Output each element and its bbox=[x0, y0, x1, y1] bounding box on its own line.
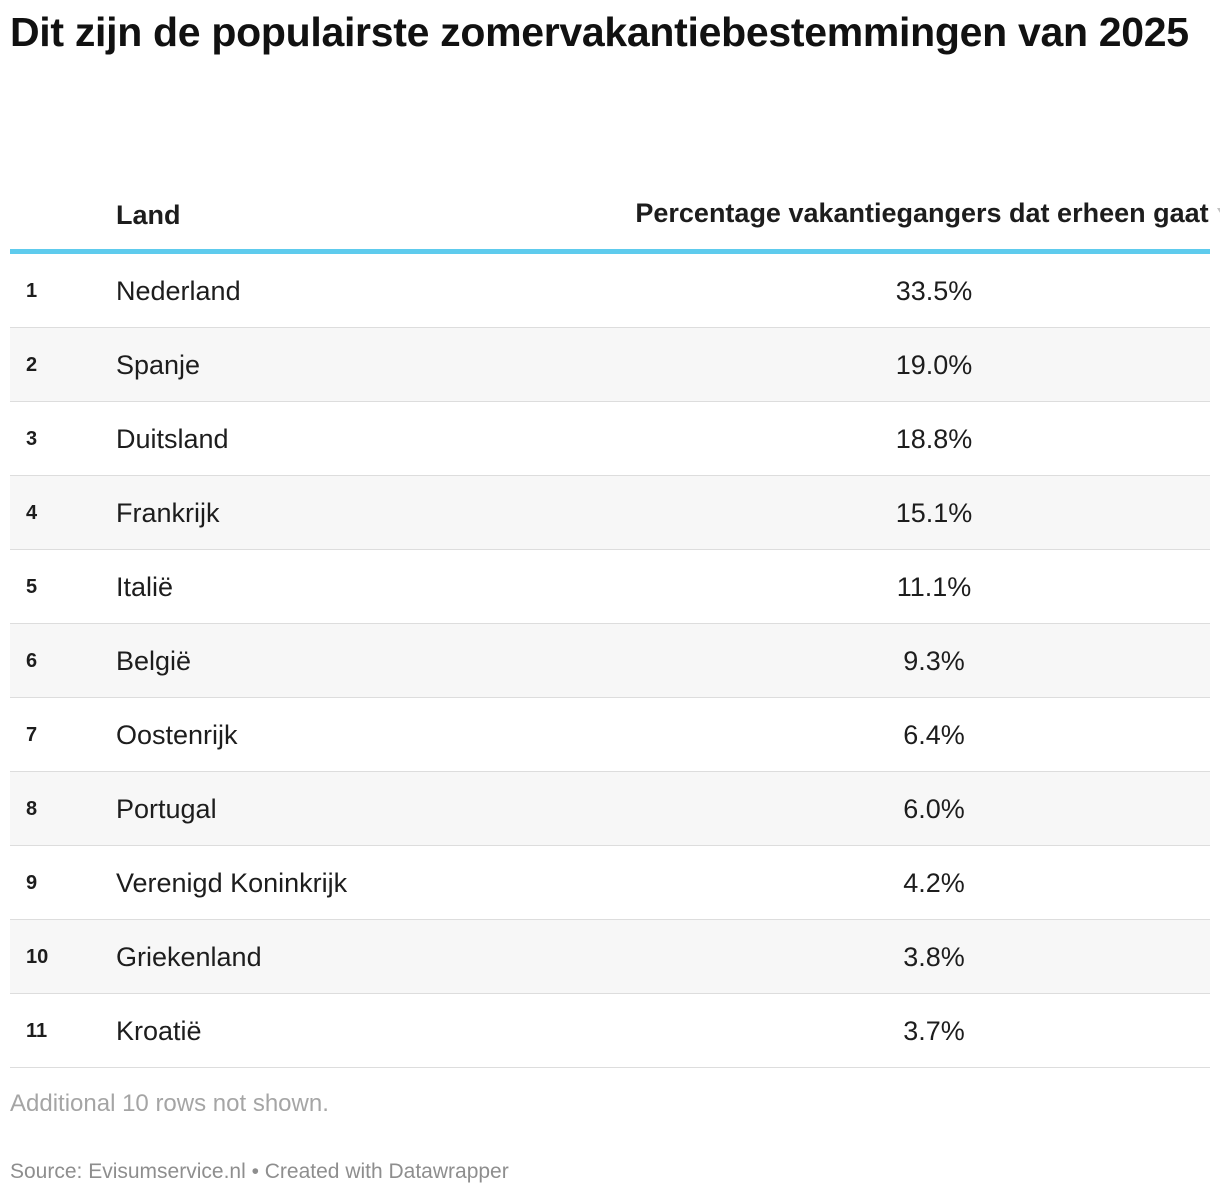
country-cell: Verenigd Koninkrijk bbox=[116, 868, 348, 898]
rank-cell: 2 bbox=[26, 354, 38, 376]
percentage-cell: 3.7% bbox=[903, 1016, 965, 1046]
country-cell: Kroatië bbox=[116, 1016, 202, 1046]
table-row: 2 Spanje 19.0% bbox=[10, 328, 1210, 402]
percentage-cell: 6.0% bbox=[903, 794, 965, 824]
table-row: 8 Portugal 6.0% bbox=[10, 772, 1210, 846]
rank-cell: 9 bbox=[26, 872, 38, 894]
rank-cell: 10 bbox=[26, 946, 49, 968]
table-row: 5 Italië 11.1% bbox=[10, 550, 1210, 624]
country-cell: België bbox=[116, 646, 192, 676]
percentage-cell: 9.3% bbox=[903, 646, 965, 676]
table-row: 9 Verenigd Koninkrijk 4.2% bbox=[10, 846, 1210, 920]
rank-cell: 1 bbox=[26, 280, 38, 302]
percentage-cell: 18.8% bbox=[895, 424, 973, 454]
table-row: 3 Duitsland 18.8% bbox=[10, 402, 1210, 476]
table-row: 10 Griekenland 3.8% bbox=[10, 920, 1210, 994]
data-table: Land Percentage vakantiegangers dat erhe… bbox=[10, 160, 1220, 1068]
country-cell: Nederland bbox=[116, 276, 241, 306]
rank-cell: 3 bbox=[26, 428, 38, 450]
rank-cell: 11 bbox=[26, 1020, 48, 1042]
table-row: 6 België 9.3% bbox=[10, 624, 1210, 698]
table-body: 1 Nederland 33.5% 2 Spanje 19.0% 3 Duitsland 18.… bbox=[10, 254, 1210, 1068]
table-row: 4 Frankrijk 15.1% bbox=[10, 476, 1210, 550]
rank-cell: 6 bbox=[26, 650, 38, 672]
rank-cell: 4 bbox=[26, 502, 38, 524]
table-row: 11 Kroatië 3.7% bbox=[10, 994, 1210, 1068]
country-cell: Portugal bbox=[116, 794, 217, 824]
percentage-cell: 4.2% bbox=[903, 868, 965, 898]
rank-cell: 5 bbox=[26, 576, 38, 598]
percentage-cell: 19.0% bbox=[895, 350, 973, 380]
table-header: Land Percentage vakantiegangers dat erhe… bbox=[10, 160, 1220, 254]
rank-cell: 8 bbox=[26, 798, 38, 820]
country-cell: Oostenrijk bbox=[116, 720, 238, 750]
table-row: 7 Oostenrijk 6.4% bbox=[10, 698, 1210, 772]
percentage-cell: 11.1% bbox=[896, 572, 972, 602]
country-cell: Italië bbox=[116, 572, 174, 602]
percentage-cell: 15.1% bbox=[895, 498, 973, 528]
percentage-cell: 33.5% bbox=[895, 276, 973, 306]
country-cell: Frankrijk bbox=[116, 498, 220, 528]
table-row: 1 Nederland 33.5% bbox=[10, 254, 1210, 328]
column-header-percentage[interactable]: Percentage vakantiegangers dat erheen ga… bbox=[634, 196, 1220, 231]
chart-title: Dit zijn de populairste zomervakantiebes… bbox=[10, 9, 1189, 55]
country-cell: Duitsland bbox=[116, 424, 229, 454]
column-header-percentage-label: Percentage vakantiegangers dat erheen ga… bbox=[635, 198, 1209, 228]
country-cell: Griekenland bbox=[116, 942, 262, 972]
percentage-cell: 3.8% bbox=[903, 942, 965, 972]
country-cell: Spanje bbox=[116, 350, 201, 380]
sort-descending-icon[interactable] bbox=[1216, 208, 1220, 221]
source-credit: Source: Evisumservice.nl • Created with … bbox=[10, 1160, 509, 1183]
percentage-cell: 6.4% bbox=[903, 720, 965, 750]
column-header-land[interactable]: Land bbox=[116, 200, 181, 230]
rows-hidden-note: Additional 10 rows not shown. bbox=[10, 1090, 329, 1117]
rank-cell: 7 bbox=[26, 724, 38, 746]
